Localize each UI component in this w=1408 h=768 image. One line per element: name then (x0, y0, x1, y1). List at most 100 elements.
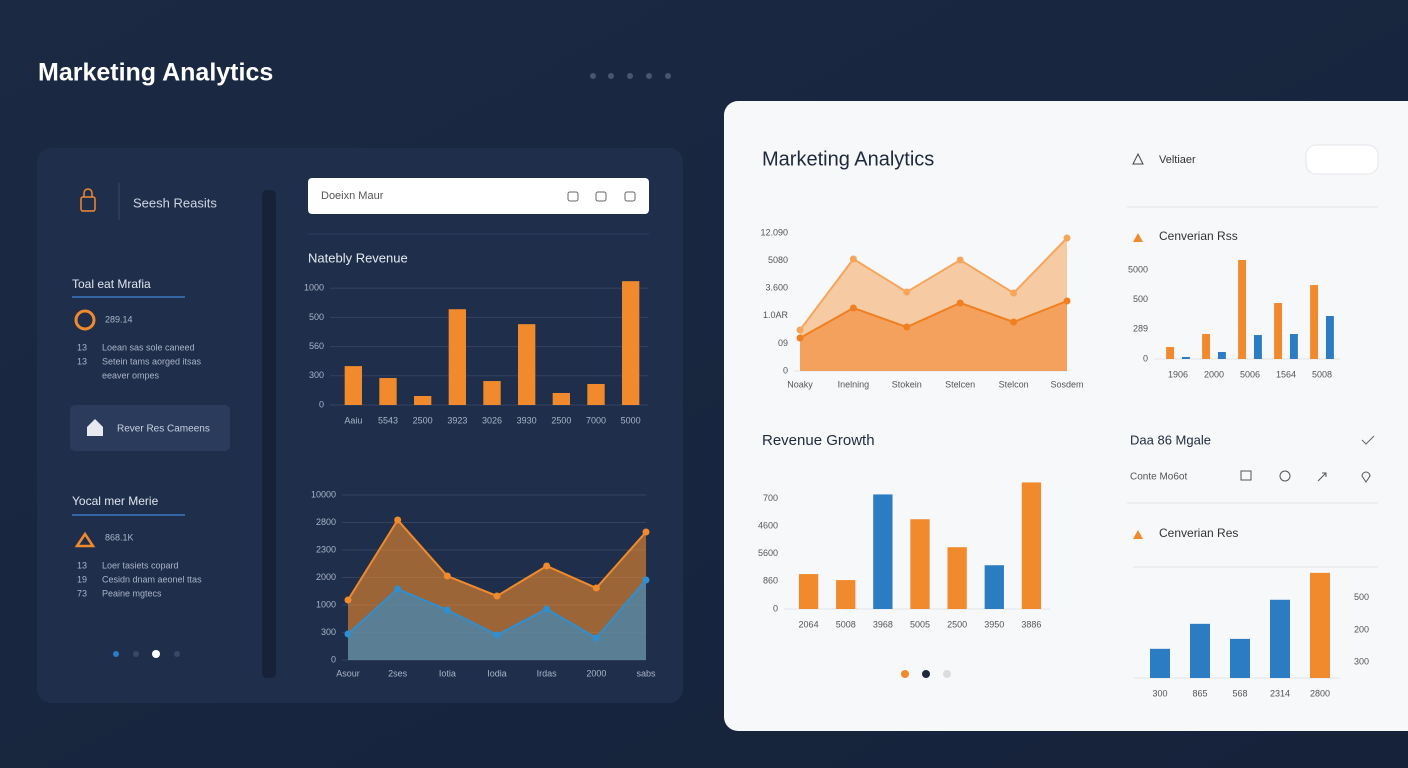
x-tick-label: 5000 (621, 415, 641, 425)
point (1063, 297, 1071, 305)
action-icons[interactable] (1240, 470, 1371, 483)
y-tick-label: 500 (1133, 294, 1148, 304)
y-tick-label: 2300 (316, 544, 336, 554)
page-title: Marketing Analytics (38, 59, 273, 87)
item-num: 13 (77, 342, 87, 352)
x-tick-label: Inelning (838, 379, 870, 389)
x-tick-label: Irdas (537, 668, 558, 678)
y-tick-label: 300 (309, 370, 324, 380)
y-tick-label: 560 (309, 341, 324, 351)
check-icon (1361, 435, 1375, 445)
point (394, 585, 402, 593)
bar (947, 547, 967, 609)
toolbar[interactable] (1305, 144, 1379, 175)
item-num: 13 (77, 356, 87, 366)
x-tick-label: 7000 (586, 415, 606, 425)
bar (483, 381, 501, 405)
bar (1021, 482, 1042, 609)
chart-title: Natebly Revenue (308, 250, 408, 265)
point (543, 605, 551, 613)
user-name: Veltiaer (1159, 154, 1196, 166)
bar (1190, 623, 1210, 678)
x-tick-label: Noaky (787, 379, 813, 389)
x-tick-label: 3923 (447, 415, 467, 425)
item-text: Loean sas sole caneed (102, 342, 195, 352)
y-tick-label: 5080 (768, 255, 788, 265)
x-tick-label: Aaiu (344, 415, 362, 425)
bar (1270, 599, 1290, 678)
item-text: eeaver ompes (102, 370, 160, 380)
x-tick-label: 2ses (388, 668, 408, 678)
item-num: 13 (77, 560, 87, 570)
y-tick-label: 0 (783, 365, 788, 375)
point (849, 304, 857, 312)
carousel-dots (113, 650, 180, 658)
y-tick-label: 0 (319, 399, 324, 409)
y-tick-label: 5600 (758, 548, 778, 558)
warn-icon (1133, 530, 1143, 539)
bar (1217, 351, 1226, 359)
y-tick-label: 10000 (311, 489, 336, 499)
x-tick-label: 1906 (1168, 369, 1188, 379)
y-tick-label: 500 (309, 312, 324, 322)
line (799, 300, 1068, 339)
bar (836, 580, 856, 609)
item-num: 19 (77, 574, 87, 584)
point (443, 572, 451, 580)
y-tick-label: 300 (1354, 656, 1369, 666)
point (344, 596, 352, 604)
section-value: 289.14 (105, 314, 133, 324)
point (903, 288, 911, 296)
item-text: Peaine mgtecs (102, 588, 162, 598)
x-tick-label: 300 (1152, 688, 1167, 698)
x-tick-label: Stokein (892, 379, 922, 389)
line (799, 237, 1068, 331)
y-tick-label: 1000 (316, 599, 336, 609)
alert-icon (74, 531, 96, 548)
ring-icon (74, 309, 96, 331)
y-tick-label: 289 (1133, 324, 1148, 334)
x-tick-label: Iotia (439, 668, 456, 678)
y-tick-label: 1000 (304, 283, 324, 293)
button-label[interactable]: Rever Res Cameens (117, 424, 210, 435)
point (1010, 289, 1018, 297)
y-tick-label: 1.0AR (763, 310, 789, 320)
x-tick-label: 3968 (873, 619, 893, 629)
x-tick-label: 865 (1192, 688, 1207, 698)
chart-title: Cenverian Res (1159, 526, 1238, 540)
bar (414, 396, 432, 405)
point (1063, 234, 1071, 242)
y-tick-label: 09 (778, 338, 788, 348)
point (796, 334, 804, 342)
carousel-dots (901, 670, 951, 678)
y-tick-label: 4600 (758, 520, 778, 530)
button[interactable] (70, 405, 230, 451)
y-tick-label: 5000 (1128, 264, 1148, 274)
x-tick-label: 5008 (1312, 369, 1332, 379)
bar (1289, 334, 1298, 359)
mail-icon (87, 419, 103, 436)
chart-title: Cenverian Rss (1159, 229, 1238, 243)
x-tick-label: 1564 (1276, 369, 1296, 379)
lock-icon (80, 188, 96, 212)
section-value: 868.1K (105, 532, 134, 542)
y-tick-label: 0 (331, 654, 336, 664)
search-placeholder: Doeixn Maur (321, 190, 384, 202)
subtitle: Conte Mo6ot (1130, 472, 1187, 483)
bar (518, 324, 536, 405)
section-title: Toal eat Mrafia (72, 277, 151, 291)
bar (1181, 356, 1190, 359)
x-tick-label: 2064 (799, 619, 819, 629)
bar (622, 281, 640, 405)
search-box[interactable] (308, 178, 649, 214)
bar (344, 366, 362, 405)
bar (1166, 347, 1175, 359)
point (394, 516, 402, 524)
bar (1202, 334, 1211, 359)
x-tick-label: 3930 (517, 415, 537, 425)
x-tick-label: 2500 (413, 415, 433, 425)
point (592, 584, 600, 592)
bar (1253, 335, 1262, 359)
x-tick-label: 568 (1232, 688, 1247, 698)
